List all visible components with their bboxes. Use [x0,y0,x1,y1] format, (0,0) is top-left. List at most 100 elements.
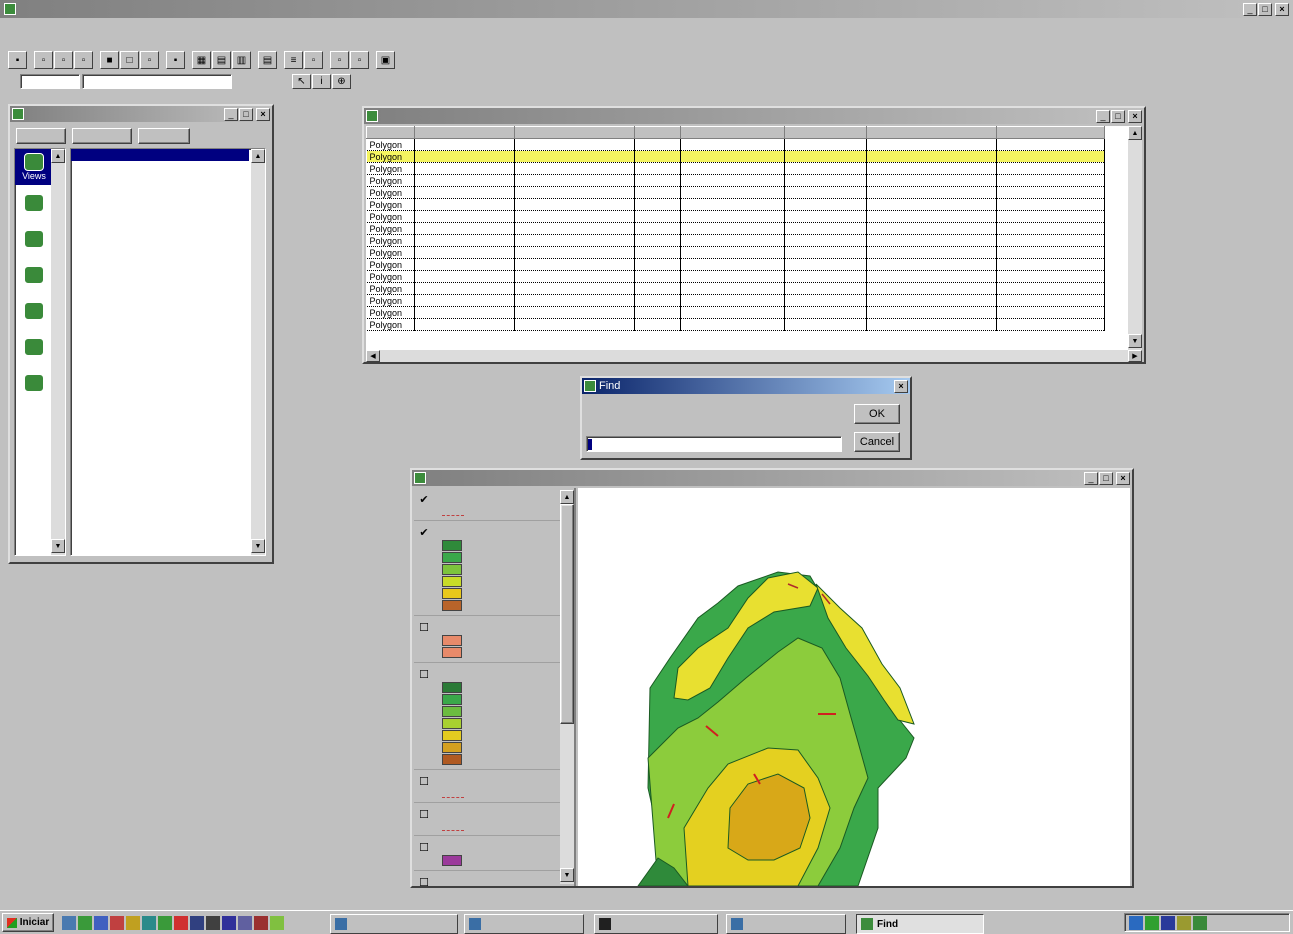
project-close-button[interactable]: × [256,107,270,121]
table-row[interactable]: Polygon [366,162,1105,175]
view-minimize-button[interactable]: _ [1084,471,1098,485]
theme-checkbox[interactable]: ☐ [419,876,429,887]
tray-icon-3[interactable] [1161,915,1175,930]
task-button-3[interactable] [594,914,718,934]
legend-theme[interactable]: ☐ [414,871,562,887]
legend-scroll-up-button[interactable]: ▲ [560,490,574,504]
column-header[interactable] [784,126,867,139]
tool-icon-15[interactable]: ▫ [330,51,349,69]
scale-field[interactable] [20,73,80,89]
column-header[interactable] [366,126,415,139]
column-header[interactable] [414,126,515,139]
view-maximize-button[interactable]: □ [1099,471,1113,485]
column-header[interactable] [866,126,997,139]
table-row[interactable]: Polygon [366,234,1105,247]
table-row[interactable]: Polygon [366,246,1105,259]
tool-icon-7[interactable]: ▫ [140,51,159,69]
attr-scroll-right-button[interactable]: ▶ [1128,350,1142,362]
tray-icon-1[interactable] [1129,915,1143,930]
doc-scroll-up-button[interactable]: ▲ [51,149,65,163]
doc-item-selected[interactable] [71,149,249,161]
minimize-button[interactable]: _ [1243,2,1257,16]
zoom-tool-icon[interactable]: ⊕ [332,73,351,89]
quick-launch-icon-14[interactable] [270,916,284,930]
tool-icon-2[interactable]: ▫ [34,51,53,69]
quick-launch-icon-7[interactable] [158,916,172,930]
attr-scroll-down-button[interactable]: ▼ [1128,334,1142,348]
task-button-find[interactable]: Find [856,914,984,934]
legend-theme[interactable]: ✔ [414,521,562,616]
table-row[interactable]: Polygon [366,186,1105,199]
tool-icon-16[interactable]: ▫ [350,51,369,69]
tray-icon-2[interactable] [1145,915,1159,930]
table-row[interactable]: Polygon [366,138,1105,151]
project-maximize-button[interactable]: □ [239,107,253,121]
quick-launch-icon-8[interactable] [174,916,188,930]
table-row[interactable]: Polygon [366,270,1105,283]
tool-icon-3[interactable]: ▫ [54,51,73,69]
identify-tool-icon[interactable]: i [312,73,331,89]
theme-checkbox[interactable]: ✔ [419,526,429,539]
quick-launch-icon-6[interactable] [142,916,156,930]
legend-scroll-down-button[interactable]: ▼ [560,868,574,882]
quick-launch-icon-9[interactable] [190,916,204,930]
attributes-minimize-button[interactable]: _ [1096,109,1110,123]
table-row[interactable]: Polygon [366,282,1105,295]
view-close-button[interactable]: × [1116,471,1130,485]
task-button-1[interactable] [330,914,458,934]
tool-icon-14[interactable]: ▫ [304,51,323,69]
quick-launch-icon-13[interactable] [254,916,268,930]
column-header[interactable] [996,126,1105,139]
doc-type-6[interactable] [15,365,53,401]
project-open-button[interactable] [72,128,132,144]
find-ok-button[interactable]: OK [854,404,900,424]
column-header[interactable] [634,126,681,139]
find-close-button[interactable]: × [894,379,908,393]
attributes-close-button[interactable]: × [1128,109,1142,123]
quick-launch-icon-1[interactable] [62,916,76,930]
tool-icon-9[interactable]: ▦ [192,51,211,69]
project-new-button[interactable] [16,128,66,144]
column-header[interactable] [680,126,785,139]
tray-icon-4[interactable] [1177,915,1191,930]
start-button[interactable]: Iniciar [2,913,54,932]
find-input[interactable] [586,436,842,452]
tool-icon-12[interactable]: ▤ [258,51,277,69]
tool-icon-10[interactable]: ▤ [212,51,231,69]
find-cancel-button[interactable]: Cancel [854,432,900,452]
maximize-button[interactable]: □ [1258,2,1272,16]
doc-type-2[interactable] [15,221,53,257]
theme-checkbox[interactable]: ☐ [419,668,429,681]
item-scroll-down-button[interactable]: ▼ [251,539,265,553]
quick-launch-icon-5[interactable] [126,916,140,930]
theme-checkbox[interactable]: ☐ [419,841,429,854]
legend-theme[interactable]: ☐ [414,836,562,871]
legend-theme[interactable]: ☐ [414,803,562,836]
quick-launch-icon-10[interactable] [206,916,220,930]
table-row[interactable]: Polygon [366,198,1105,211]
tool-icon-11[interactable]: ▥ [232,51,251,69]
quick-launch-icon-3[interactable] [94,916,108,930]
table-row[interactable]: Polygon [366,294,1105,307]
item-scroll-up-button[interactable]: ▲ [251,149,265,163]
legend-theme[interactable]: ☐ [414,616,562,663]
doc-type-1[interactable] [15,185,53,221]
project-minimize-button[interactable]: _ [224,107,238,121]
doc-type-0[interactable]: Views [15,149,53,185]
column-header[interactable] [514,126,635,139]
tool-icon-4[interactable]: ▫ [74,51,93,69]
doc-type-5[interactable] [15,329,53,365]
quick-launch-icon-2[interactable] [78,916,92,930]
theme-checkbox[interactable]: ☐ [419,808,429,821]
tool-icon-8[interactable]: ▪ [166,51,185,69]
attr-scroll-up-button[interactable]: ▲ [1128,126,1142,140]
table-row[interactable]: Polygon [366,174,1105,187]
tool-icon-13[interactable]: ≡ [284,51,303,69]
save-tool-icon[interactable]: ▪ [8,51,27,69]
table-row[interactable]: Polygon [366,222,1105,235]
legend-theme[interactable]: ☐ [414,770,562,803]
task-button-4[interactable] [726,914,846,934]
tray-icon-5[interactable] [1193,915,1207,930]
tool-icon-6[interactable]: □ [120,51,139,69]
theme-checkbox[interactable]: ☐ [419,621,429,634]
